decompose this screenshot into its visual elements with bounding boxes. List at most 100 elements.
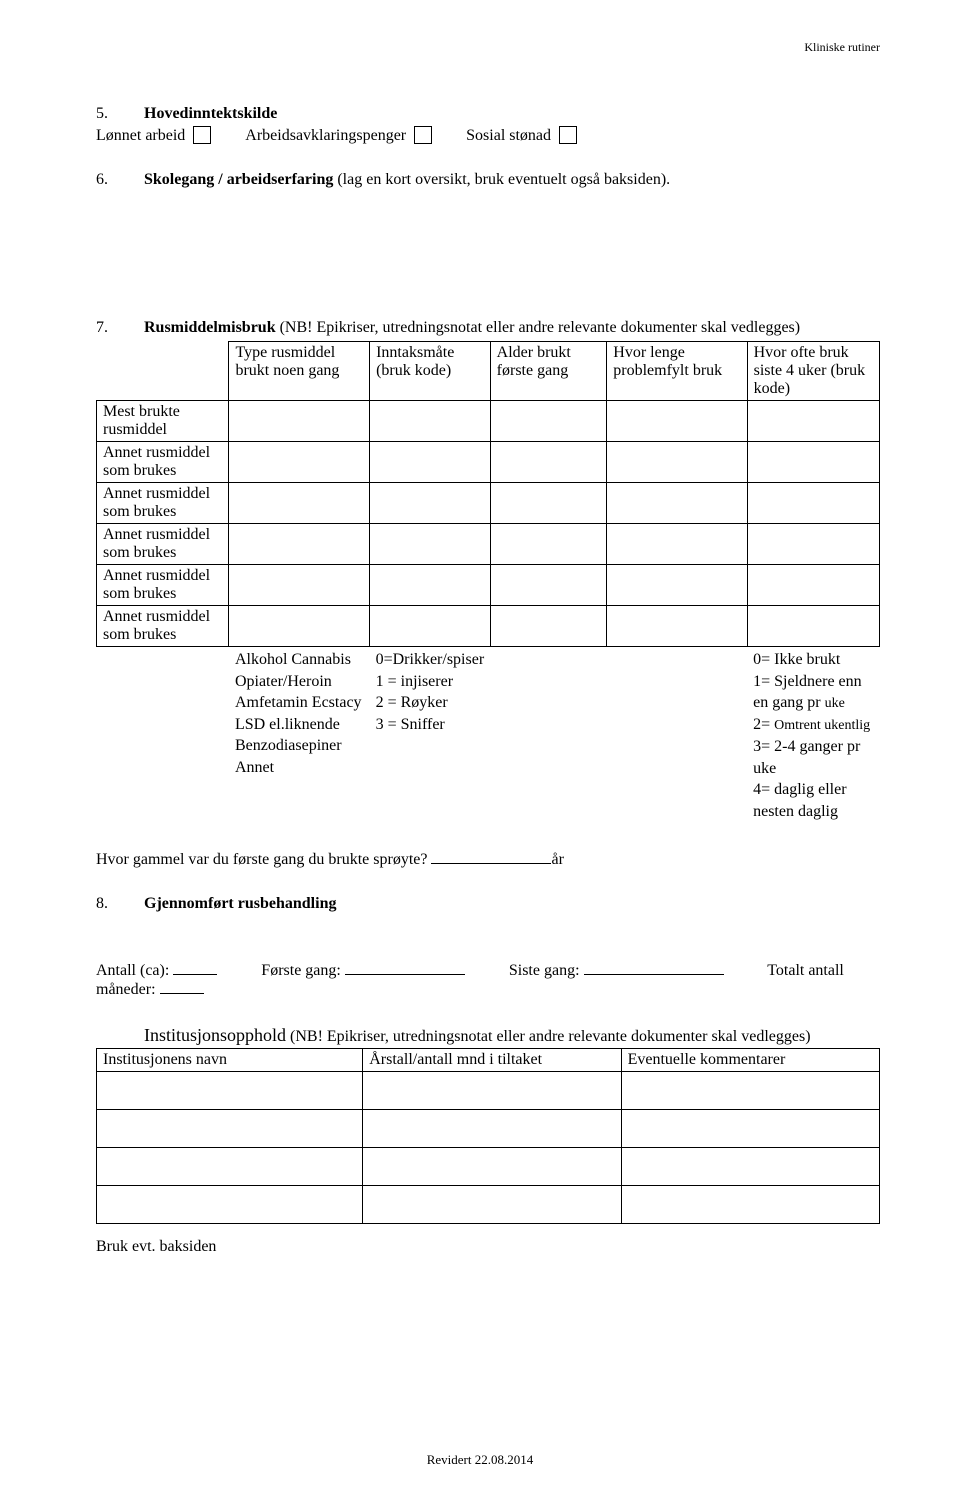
- f-siste-label: Siste gang:: [509, 962, 580, 979]
- sproyte-unit: år: [551, 851, 563, 868]
- section-6-title: Skolegang / arbeidserfaring: [144, 171, 333, 188]
- opt-lonnet-label: Lønnet arbeid: [96, 127, 185, 145]
- section-7-heading: 7.Rusmiddelmisbruk (NB! Epikriser, utred…: [96, 319, 880, 337]
- inst-col-3: Eventuelle kommentarer: [621, 1049, 879, 1072]
- rus-hdr-4: Hvor lenge problemfylt bruk: [607, 342, 747, 401]
- rus-cell[interactable]: [747, 483, 879, 524]
- section-7-paren: (NB! Epikriser, utredningsnotat eller an…: [276, 319, 801, 336]
- rus-hdr-2: Inntaksmåte (bruk kode): [370, 342, 491, 401]
- rus-row-label: Annet rusmiddel som brukes: [97, 524, 229, 565]
- rus-cell[interactable]: [229, 524, 370, 565]
- rus-cell[interactable]: [370, 606, 491, 647]
- f-antall-label: Antall (ca):: [96, 962, 169, 979]
- baksiden-note: Bruk evt. baksiden: [96, 1238, 880, 1256]
- rus-cell[interactable]: [490, 524, 607, 565]
- rus-cell[interactable]: [370, 483, 491, 524]
- rus-cell[interactable]: [747, 606, 879, 647]
- inst-row[interactable]: [97, 1148, 880, 1186]
- f-forste-label: Første gang:: [261, 962, 341, 979]
- section-6-heading: 6.Skolegang / arbeidserfaring (lag en ko…: [96, 171, 880, 189]
- rus-cell[interactable]: [229, 606, 370, 647]
- checkbox-lonnet[interactable]: [193, 126, 211, 144]
- rus-foot-c5a: 0= Ikke brukt 1= Sjeldnere enn en gang p…: [753, 651, 862, 711]
- section-7-num: 7.: [96, 319, 144, 337]
- rus-cell[interactable]: [370, 442, 491, 483]
- inst-row[interactable]: [97, 1186, 880, 1224]
- inst-table: Institusjonens navn Årstall/antall mnd i…: [96, 1048, 880, 1224]
- sproyte-age-field[interactable]: [431, 850, 551, 864]
- section-6-num: 6.: [96, 171, 144, 189]
- rus-cell[interactable]: [747, 524, 879, 565]
- f-siste-field[interactable]: [584, 961, 724, 975]
- rus-cell[interactable]: [229, 565, 370, 606]
- rus-cell[interactable]: [490, 483, 607, 524]
- rus-cell[interactable]: [490, 565, 607, 606]
- checkbox-aap[interactable]: [414, 126, 432, 144]
- rus-foot-c5b-sm: Omtrent ukentlig: [774, 718, 870, 733]
- rus-row-label: Annet rusmiddel som brukes: [97, 483, 229, 524]
- section-8-fields: Antall (ca): Første gang: Siste gang: To…: [96, 961, 880, 999]
- rus-hdr-5: Hvor ofte bruk siste 4 uker (bruk kode): [747, 342, 879, 401]
- rus-cell[interactable]: [229, 401, 370, 442]
- rus-row-label: Annet rusmiddel som brukes: [97, 606, 229, 647]
- rus-foot-c1: Alkohol Cannabis Opiater/Heroin Amfetami…: [229, 647, 370, 825]
- rus-row-label: Mest brukte rusmiddel: [97, 401, 229, 442]
- section-8-num: 8.: [96, 895, 144, 913]
- rus-row-label: Annet rusmiddel som brukes: [97, 442, 229, 483]
- section-6-paren: (lag en kort oversikt, bruk eventuelt og…: [333, 171, 670, 188]
- sproyte-q-text: Hvor gammel var du første gang du brukte…: [96, 851, 427, 868]
- rus-cell[interactable]: [607, 606, 747, 647]
- rus-row-label: Annet rusmiddel som brukes: [97, 565, 229, 606]
- rus-cell[interactable]: [607, 565, 747, 606]
- inst-title: Institusjonsopphold: [144, 1025, 286, 1045]
- rus-cell[interactable]: [229, 442, 370, 483]
- rus-foot-c5a-sm: uke: [825, 696, 845, 711]
- checkbox-sosial[interactable]: [559, 126, 577, 144]
- inst-row[interactable]: [97, 1110, 880, 1148]
- rus-cell[interactable]: [747, 401, 879, 442]
- rus-row: Annet rusmiddel som brukes: [97, 442, 880, 483]
- page-footer: Revidert 22.08.2014: [0, 1452, 960, 1468]
- rus-foot-c5c: 3= 2-4 ganger pr uke 4= daglig eller nes…: [753, 738, 860, 820]
- rus-cell[interactable]: [490, 606, 607, 647]
- section-5-heading: 5.Hovedinntektskilde: [96, 105, 880, 123]
- section-8-title: Gjennomført rusbehandling: [144, 895, 336, 912]
- rus-cell[interactable]: [490, 401, 607, 442]
- inst-col-2: Årstall/antall mnd i tiltaket: [363, 1049, 621, 1072]
- rus-hdr-blank: [97, 342, 229, 401]
- rus-cell[interactable]: [747, 442, 879, 483]
- section-5-title: Hovedinntektskilde: [144, 105, 277, 122]
- section-7-title: Rusmiddelmisbruk: [144, 319, 276, 336]
- inst-heading: Institusjonsopphold (NB! Epikriser, utre…: [144, 1025, 880, 1046]
- rus-foot-c5b: 2=: [753, 716, 774, 733]
- rus-foot-c5: 0= Ikke brukt 1= Sjeldnere enn en gang p…: [747, 647, 879, 825]
- rus-cell[interactable]: [607, 401, 747, 442]
- inst-paren: (NB! Epikriser, utredningsnotat eller an…: [286, 1028, 811, 1045]
- f-totalt-field[interactable]: [160, 980, 204, 994]
- opt-sosial-label: Sosial stønad: [466, 127, 551, 145]
- f-forste-field[interactable]: [345, 961, 465, 975]
- section-5-options: Lønnet arbeid Arbeidsavklaringspenger So…: [96, 127, 880, 145]
- inst-col-1: Institusjonens navn: [97, 1049, 363, 1072]
- inst-row[interactable]: [97, 1072, 880, 1110]
- section-8-heading: 8.Gjennomført rusbehandling: [96, 895, 880, 913]
- rus-cell[interactable]: [607, 524, 747, 565]
- rus-cell[interactable]: [607, 442, 747, 483]
- rus-cell[interactable]: [747, 565, 879, 606]
- section-5-num: 5.: [96, 105, 144, 123]
- rus-foot-c4: [607, 647, 747, 825]
- rus-cell[interactable]: [229, 483, 370, 524]
- opt-aap-label: Arbeidsavklaringspenger: [245, 127, 406, 145]
- rus-cell[interactable]: [370, 565, 491, 606]
- rus-table: Type rusmiddel brukt noen gang Inntaksmå…: [96, 341, 880, 824]
- rus-cell[interactable]: [370, 524, 491, 565]
- rus-cell[interactable]: [490, 442, 607, 483]
- rus-hdr-1: Type rusmiddel brukt noen gang: [229, 342, 370, 401]
- f-antall-field[interactable]: [173, 961, 217, 975]
- rus-row: Mest brukte rusmiddel: [97, 401, 880, 442]
- rus-cell[interactable]: [370, 401, 491, 442]
- rus-foot-blank: [97, 647, 229, 825]
- rus-row: Annet rusmiddel som brukes: [97, 483, 880, 524]
- rus-foot-c3: [490, 647, 607, 825]
- rus-cell[interactable]: [607, 483, 747, 524]
